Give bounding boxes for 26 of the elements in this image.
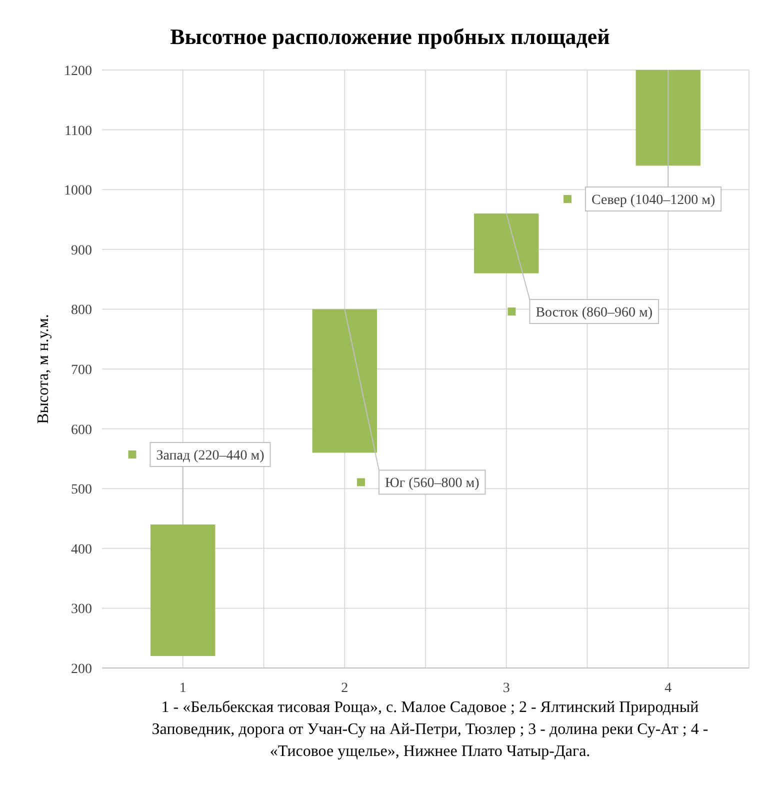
annotation: Юг (560–800 м) xyxy=(384,476,480,492)
y-tick-label: 1000 xyxy=(64,184,92,199)
y-tick-label: 900 xyxy=(71,243,92,258)
y-tick-label: 300 xyxy=(71,602,92,618)
x-tick-label: 2 xyxy=(341,681,348,696)
bar xyxy=(636,70,700,166)
annotation: Запад (220–440 м) xyxy=(156,448,265,464)
annotation: Восток (860–960 м) xyxy=(536,306,653,321)
y-tick-label: 700 xyxy=(71,363,92,378)
x-tick-label: 1 xyxy=(179,681,186,696)
y-tick-label: 400 xyxy=(71,542,92,558)
y-axis-title: Высота, м н.у.м. xyxy=(35,314,52,424)
y-tick-label: 800 xyxy=(71,303,92,318)
y-tick-label: 1200 xyxy=(64,64,92,79)
bar xyxy=(312,309,377,453)
annotation: Север (1040–1200 м) xyxy=(591,193,716,208)
chart-title: Высотное расположение пробных площадей xyxy=(170,24,610,49)
bar xyxy=(150,524,216,656)
y-tick-label: 200 xyxy=(71,662,92,677)
y-tick-label: 500 xyxy=(71,482,92,498)
y-tick-label: 600 xyxy=(71,422,92,438)
bar xyxy=(474,214,539,274)
x-tick-label: 3 xyxy=(502,681,510,696)
y-tick-label: 1100 xyxy=(64,124,92,139)
x-tick-label: 4 xyxy=(664,681,672,696)
x-axis-title: 1 - «Бельбекская тисовая Роща», с. Малое Садовое ; 2 - Ялтинский Природный Заповедник, дорога от Учан-Су на Ай-Петри, Тюзлер ; 3 - долина реки Су-Ат ; 4 - «Тисовое ущелье», Нижнее Плато Чатыр-Дага. xyxy=(152,699,708,760)
